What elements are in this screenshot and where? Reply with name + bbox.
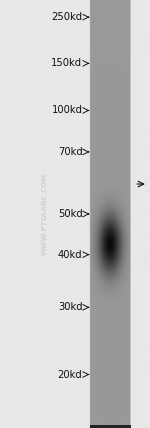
- Bar: [90, 0, 130, 428]
- Bar: [90, 425, 130, 428]
- Text: 30kd: 30kd: [58, 302, 82, 312]
- Text: 50kd: 50kd: [58, 209, 82, 219]
- Text: 20kd: 20kd: [58, 369, 82, 380]
- Text: 150kd: 150kd: [51, 58, 82, 68]
- Text: 40kd: 40kd: [58, 250, 82, 260]
- Text: WWW.PTGLABC.COM: WWW.PTGLABC.COM: [42, 173, 48, 255]
- Text: 70kd: 70kd: [58, 147, 82, 157]
- Text: 100kd: 100kd: [51, 105, 82, 116]
- Text: 250kd: 250kd: [51, 12, 82, 22]
